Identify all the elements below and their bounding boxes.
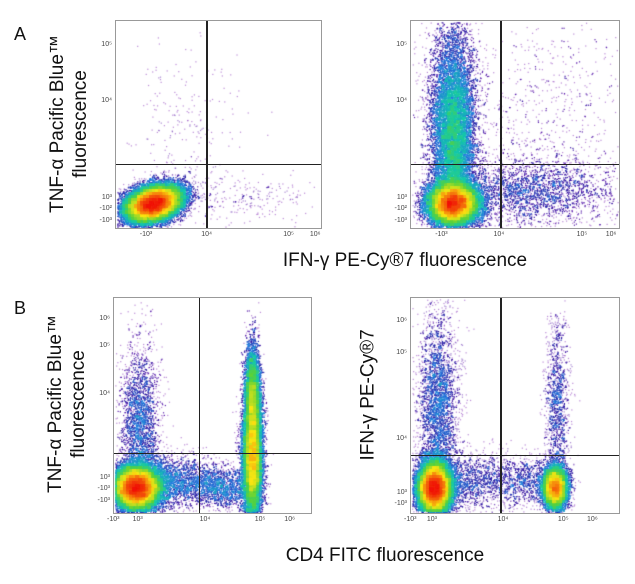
x-tick-label: 10⁵	[576, 231, 588, 238]
x-tick-label: -10³	[139, 231, 153, 238]
panel-b-right-y-axis-title: IFN-γ PE-Cy®7	[357, 329, 379, 461]
quadrant-gate-horizontal[interactable]	[411, 454, 619, 457]
density-points	[116, 21, 321, 228]
x-tick-label: 10⁵	[283, 231, 294, 238]
y-tick-label: 10³	[396, 488, 407, 496]
y-tick-label: 10⁴	[99, 389, 110, 397]
x-tick-label: 10³	[132, 516, 143, 523]
y-tick-label: 10⁴	[101, 96, 112, 104]
y-tick-label: 10⁶	[99, 314, 110, 322]
quadrant-gate-horizontal[interactable]	[114, 452, 311, 455]
y-tick-label: 10⁵	[396, 40, 407, 48]
density-plot-a-left	[115, 20, 322, 229]
panel-a-x-axis-title: IFN-γ PE-Cy®7 fluorescence	[282, 250, 528, 271]
quadrant-gate-horizontal[interactable]	[411, 163, 619, 166]
y-tick-label: -10²	[394, 205, 407, 213]
density-plot-b-left	[113, 297, 312, 514]
y-tick-label: -10³	[394, 216, 407, 224]
y-title-line1: TNF-α Pacific Blue™	[45, 315, 66, 493]
y-tick-label: 10³	[101, 194, 112, 202]
x-tick-label: 10⁶	[587, 516, 598, 523]
x-tick-label: 10⁵	[254, 516, 266, 523]
quadrant-gate-vertical[interactable]	[500, 21, 502, 228]
density-plot-a-right	[410, 20, 620, 229]
quadrant-gate-vertical[interactable]	[206, 21, 208, 228]
y-title-line2: fluorescence	[68, 350, 89, 458]
quadrant-gate-horizontal[interactable]	[116, 163, 321, 166]
y-tick-label: 10⁵	[396, 348, 407, 356]
panel-b-left-y-axis-title: TNF-α Pacific Blue™ fluorescence	[44, 299, 90, 509]
panel-b-x-axis-title: CD4 FITC fluorescence	[285, 545, 485, 566]
y-tick-label: 10⁵	[99, 342, 110, 350]
density-points	[411, 298, 619, 513]
x-tick-label: 10⁶	[605, 231, 617, 238]
x-tick-label: 10⁶	[309, 231, 321, 238]
x-tick-label: 10⁴	[497, 516, 509, 523]
y-tick-label: -10³	[97, 497, 110, 505]
y-tick-label: 10⁴	[396, 96, 407, 104]
quadrant-gate-vertical[interactable]	[198, 298, 201, 513]
y-tick-label: 10³	[99, 473, 110, 481]
y-tick-label: -10²	[99, 205, 112, 213]
y-title-line1: TNF-α Pacific Blue™	[47, 35, 68, 213]
density-points	[114, 298, 311, 513]
quadrant-gate-vertical[interactable]	[500, 298, 502, 513]
x-tick-label: 10⁴	[201, 231, 213, 238]
y-tick-label: -10³	[394, 500, 407, 508]
y-tick-label: 10³	[396, 194, 407, 202]
panel-label-a: A	[14, 24, 27, 44]
y-tick-label: 10⁴	[396, 434, 407, 442]
panel-a-y-axis-title: TNF-α Pacific Blue™ fluorescence	[46, 19, 92, 229]
density-plot-b-right	[410, 297, 620, 514]
x-tick-label: -10³	[404, 516, 417, 523]
x-tick-label: 10⁴	[493, 231, 505, 238]
x-tick-label: -10³	[107, 516, 120, 523]
x-tick-label: 10⁴	[199, 516, 211, 523]
y-tick-label: 10⁶	[396, 316, 407, 324]
y-tick-label: -10³	[99, 216, 112, 224]
density-points	[411, 21, 619, 228]
panel-label-b: B	[14, 298, 27, 318]
x-tick-label: -10³	[435, 231, 448, 238]
y-tick-label: -10³	[97, 485, 110, 493]
x-tick-label: 10⁵	[557, 516, 569, 523]
x-tick-label: 10⁶	[284, 516, 295, 523]
y-title-line2: fluorescence	[70, 70, 91, 178]
y-tick-label: 10⁵	[101, 40, 112, 48]
x-tick-label: 10³	[426, 516, 437, 523]
